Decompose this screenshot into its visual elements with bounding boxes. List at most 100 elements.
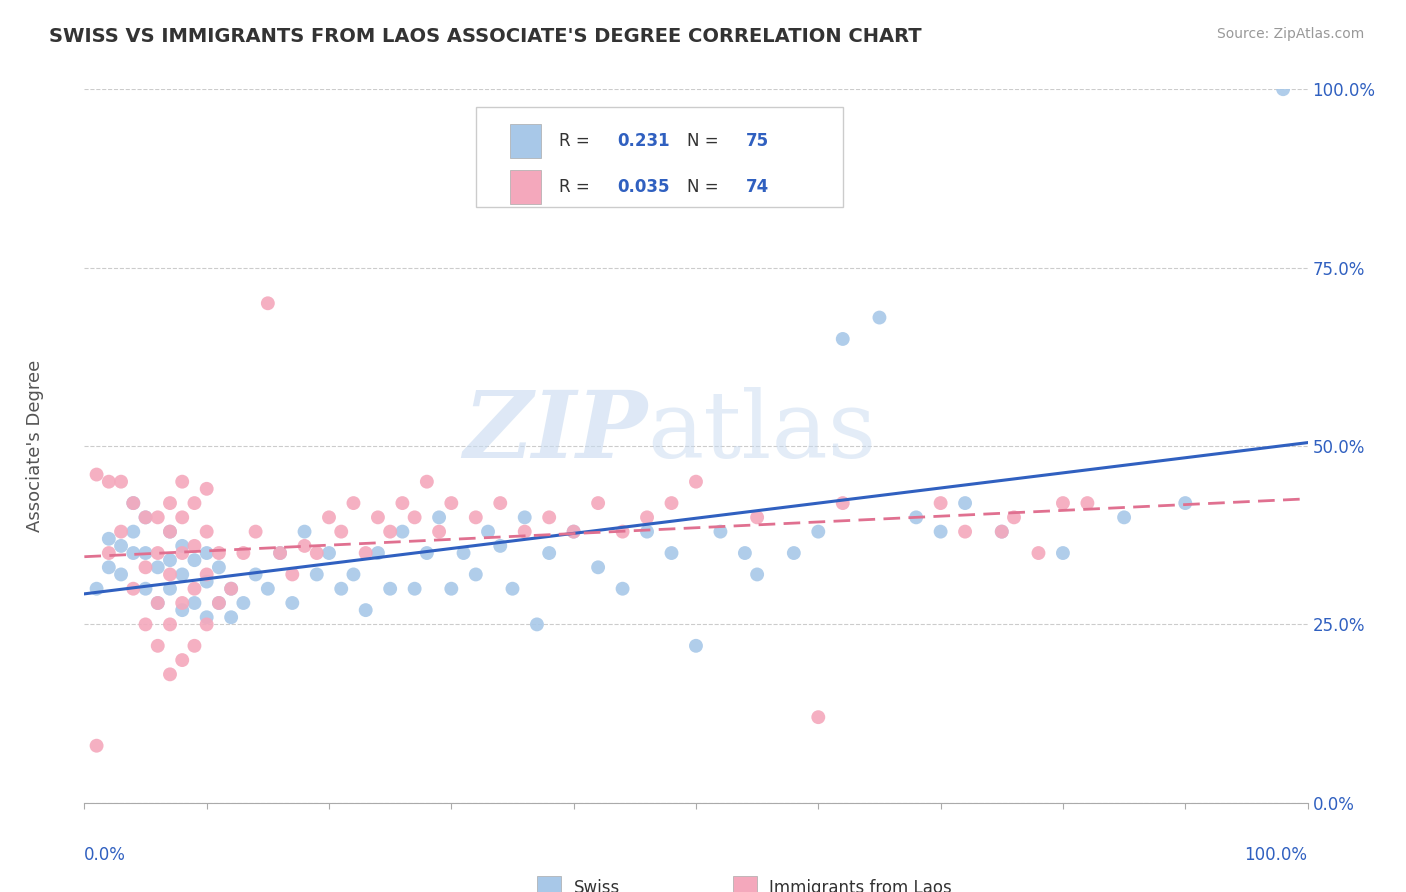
Point	[330, 524, 353, 539]
Point	[219, 582, 242, 596]
Point	[195, 617, 218, 632]
Point	[97, 546, 120, 560]
Point	[416, 475, 439, 489]
Text: 0.0%: 0.0%	[84, 846, 127, 863]
Point	[219, 610, 242, 624]
Point	[183, 553, 205, 567]
Point	[440, 582, 463, 596]
Point	[183, 596, 205, 610]
Point	[318, 510, 340, 524]
Point	[1076, 496, 1098, 510]
Point	[135, 560, 157, 574]
Text: ZIP: ZIP	[463, 387, 647, 476]
Point	[1114, 510, 1136, 524]
Point	[281, 567, 304, 582]
Point	[257, 582, 280, 596]
Point	[159, 567, 181, 582]
Point	[416, 546, 439, 560]
Point	[636, 510, 658, 524]
Point	[232, 546, 254, 560]
Point	[747, 567, 769, 582]
Point	[367, 510, 389, 524]
Point	[612, 582, 634, 596]
Point	[135, 510, 157, 524]
Text: 75: 75	[747, 132, 769, 150]
Point	[453, 546, 475, 560]
Point	[354, 603, 377, 617]
Point	[953, 524, 976, 539]
Point	[905, 510, 928, 524]
Point	[183, 496, 205, 510]
Point	[990, 524, 1012, 539]
Text: Swiss: Swiss	[574, 880, 620, 892]
Point	[159, 617, 181, 632]
Point	[404, 582, 426, 596]
Point	[122, 496, 145, 510]
Point	[172, 510, 194, 524]
Point	[586, 496, 609, 510]
Point	[86, 739, 108, 753]
Point	[318, 546, 340, 560]
Point	[807, 710, 830, 724]
Point	[294, 524, 316, 539]
Point	[172, 653, 194, 667]
Point	[122, 524, 145, 539]
Point	[159, 667, 181, 681]
Text: Source: ZipAtlas.com: Source: ZipAtlas.com	[1216, 27, 1364, 41]
Point	[305, 546, 328, 560]
Point	[97, 560, 120, 574]
Point	[513, 510, 536, 524]
Point	[172, 567, 194, 582]
Point	[367, 546, 389, 560]
Point	[538, 510, 561, 524]
Point	[294, 539, 316, 553]
Point	[146, 596, 169, 610]
Point	[135, 617, 157, 632]
Point	[831, 496, 853, 510]
Point	[391, 496, 413, 510]
Point	[159, 524, 181, 539]
Point	[135, 546, 157, 560]
Point	[172, 475, 194, 489]
Point	[1272, 82, 1295, 96]
Point	[146, 639, 169, 653]
Point	[709, 524, 731, 539]
Point	[929, 524, 952, 539]
Point	[269, 546, 291, 560]
Point	[661, 546, 683, 560]
Point	[342, 496, 364, 510]
Point	[427, 510, 450, 524]
Point	[219, 582, 242, 596]
Point	[305, 567, 328, 582]
Point	[427, 524, 450, 539]
Point	[990, 524, 1012, 539]
Point	[195, 482, 218, 496]
FancyBboxPatch shape	[510, 169, 541, 204]
Point	[391, 524, 413, 539]
Point	[526, 617, 548, 632]
Point	[195, 546, 218, 560]
Point	[661, 496, 683, 510]
Point	[380, 524, 402, 539]
Point	[146, 596, 169, 610]
Point	[172, 546, 194, 560]
Point	[172, 539, 194, 553]
Point	[172, 596, 194, 610]
Point	[97, 532, 120, 546]
Point	[489, 496, 512, 510]
Point	[464, 567, 486, 582]
Point	[135, 582, 157, 596]
Point	[489, 539, 512, 553]
Point	[562, 524, 585, 539]
Point	[172, 603, 194, 617]
Point	[122, 582, 145, 596]
Point	[183, 639, 205, 653]
Point	[464, 510, 486, 524]
Text: Associate's Degree: Associate's Degree	[27, 359, 45, 533]
Point	[195, 524, 218, 539]
Text: atlas: atlas	[647, 387, 876, 476]
Point	[685, 475, 707, 489]
Point	[110, 524, 132, 539]
Point	[1028, 546, 1050, 560]
Point	[538, 546, 561, 560]
